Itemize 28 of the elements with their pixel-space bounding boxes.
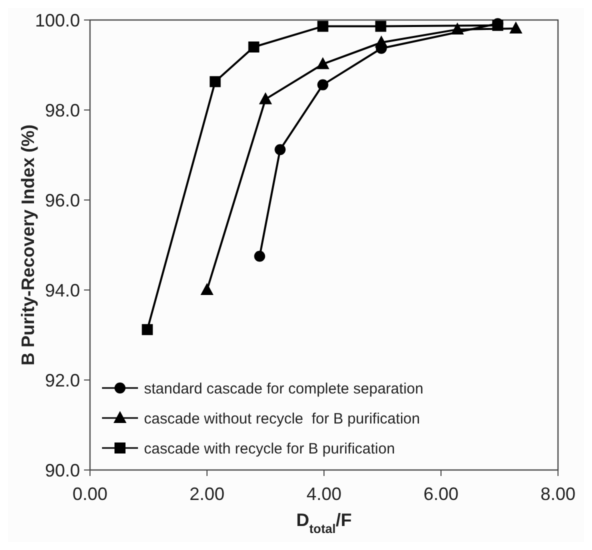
point (259, 92, 272, 104)
y-tick-label: 100.0 (34, 10, 80, 30)
x-tick-label: 6.00 (423, 484, 459, 504)
x-tick-label: 2.00 (189, 484, 225, 504)
point (317, 20, 328, 32)
point (210, 76, 221, 88)
y-tick-label: 94.0 (44, 280, 80, 300)
point (317, 79, 328, 90)
y-tick-label: 90.0 (44, 460, 80, 480)
y-tick-label: 98.0 (44, 100, 80, 120)
point (254, 250, 266, 262)
y-tick-label: 96.0 (44, 190, 80, 210)
point (316, 57, 330, 70)
point (274, 144, 286, 156)
point (375, 20, 386, 32)
x-tick-label: 8.00 (540, 484, 576, 504)
legend-label: cascade with recycle for B purification (144, 440, 395, 458)
point (248, 42, 260, 52)
x-tick-label: 0.00 (72, 484, 108, 504)
point (200, 283, 214, 295)
legend-label: cascade without recycle for B purification (144, 410, 420, 428)
point (509, 22, 522, 34)
legend-label: standard cascade for complete separation (144, 380, 424, 398)
point (142, 324, 153, 336)
x-tick-label: 4.00 (306, 484, 342, 504)
y-tick-label: 92.0 (44, 370, 80, 390)
x-axis-title: D$_{total}$/F (296, 510, 352, 536)
y-axis-title: B Purity-Recovery Index (%) (18, 124, 38, 366)
